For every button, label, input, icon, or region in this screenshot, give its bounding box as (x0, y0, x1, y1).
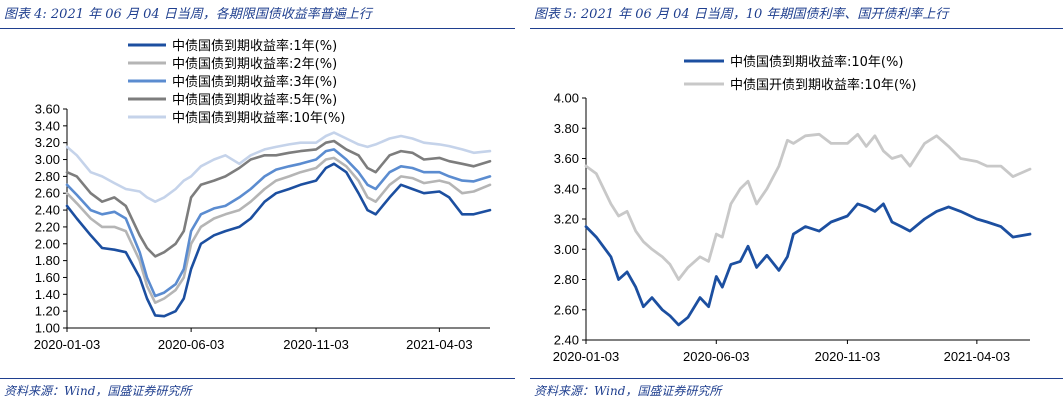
y-tick-label: 3.60 (554, 151, 579, 166)
legend-label: 中债国开债到期收益率:10年(%) (730, 77, 916, 93)
y-tick-label: 2.80 (35, 169, 60, 184)
legend-label: 中债国债到期收益率:10年(%) (172, 110, 345, 126)
title-rule-left (0, 28, 515, 29)
y-tick-label: 3.40 (35, 118, 60, 133)
x-tick-label: 2020-11-03 (815, 349, 881, 364)
chart-source-left: 资料来源：Wind，国盛证券研究所 (4, 384, 192, 398)
y-tick-label: 1.40 (35, 287, 60, 302)
y-tick-label: 4.00 (554, 91, 579, 106)
series-line (65, 131, 492, 203)
y-tick-label: 3.60 (35, 102, 60, 117)
legend-label: 中债国债到期收益率:10年(%) (730, 54, 903, 70)
line-chart-left: 1.00 1.20 1.40 1.60 1.80 2.00 2.202.40 2.60 2.80… (34, 38, 492, 352)
y-tick-label: 1.80 (35, 253, 60, 268)
y-tick-label: 3.40 (554, 181, 579, 196)
line-chart-right: 2.40 2.60 2.80 3.00 3.20 3.40 3.60 3.80 4.00 2020… (553, 54, 1032, 364)
y-tick-label: 2.00 (35, 236, 60, 251)
y-tick-label: 2.60 (554, 302, 579, 317)
source-rule-left (0, 378, 515, 379)
x-tick-label: 2020-06-03 (158, 337, 225, 352)
y-tick-label: 3.20 (35, 135, 60, 150)
y-tick-label: 1.60 (35, 270, 60, 285)
series-line (65, 139, 492, 258)
y-tick-label: 2.40 (554, 333, 579, 348)
series-line (65, 148, 492, 298)
legend-label: 中债国债到期收益率:5年(%) (172, 92, 337, 108)
x-tick-label: 2020-01-03 (34, 337, 101, 352)
y-tick-label: 3.00 (554, 242, 579, 257)
chart-title-left: 图表 4: 2021 年 06 月 04 日当周，各期限国债收益率普遍上行 (4, 7, 372, 22)
legend-label: 中债国债到期收益率:3年(%) (172, 74, 337, 90)
series-line (584, 202, 1032, 327)
chart-panel-left: 图表 4: 2021 年 06 月 04 日当周，各期限国债收益率普遍上行 1.… (0, 0, 515, 404)
series-line (65, 162, 492, 318)
x-tick-label: 2020-01-03 (553, 349, 620, 364)
y-tick-label: 3.20 (554, 212, 579, 227)
chart-title-right: 图表 5: 2021 年 06 月 04 日当周，10 年期国债利率、国开债利率… (534, 7, 949, 22)
y-tick-label: 3.80 (554, 121, 579, 136)
series-line (584, 132, 1032, 281)
legend-label: 中债国债到期收益率:2年(%) (172, 56, 337, 72)
x-tick-label: 2021-04-03 (406, 337, 473, 352)
chart-source-right: 资料来源：Wind，国盛证券研究所 (534, 384, 722, 398)
y-tick-label: 2.20 (35, 219, 60, 234)
y-tick-label: 2.40 (35, 203, 60, 218)
series-line (65, 156, 492, 304)
title-rule-right (530, 28, 1063, 29)
y-tick-label: 2.80 (554, 272, 579, 287)
x-tick-label: 2021-04-03 (944, 349, 1011, 364)
y-tick-label: 2.60 (35, 186, 60, 201)
source-rule-right (530, 378, 1063, 379)
y-tick-label: 1.20 (35, 304, 60, 319)
x-tick-label: 2020-06-03 (683, 349, 750, 364)
y-tick-label: 1.00 (35, 321, 60, 336)
chart-panel-right: 图表 5: 2021 年 06 月 04 日当周，10 年期国债利率、国开债利率… (530, 0, 1063, 404)
legend-label: 中债国债到期收益率:1年(%) (172, 38, 337, 54)
x-tick-label: 2020-11-03 (283, 337, 349, 352)
y-tick-label: 3.00 (35, 152, 60, 167)
